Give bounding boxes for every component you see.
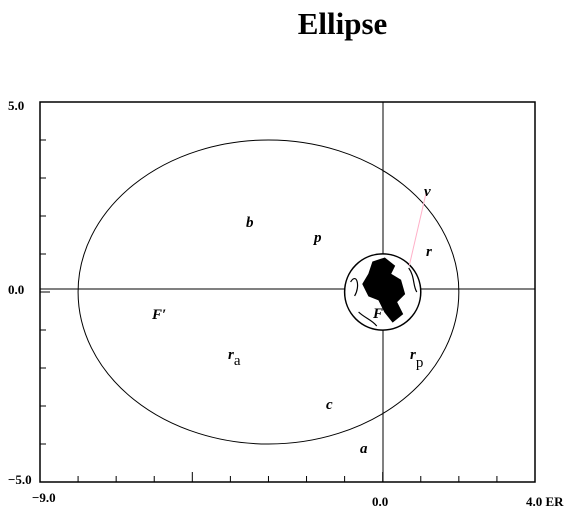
y-tick-label-top: 5.0 <box>8 98 24 113</box>
label-p: p <box>312 230 322 246</box>
y-tick-label-bottom: −5.0 <box>8 472 32 487</box>
x-tick-label-right: 4.0 ER <box>526 494 564 509</box>
label-ra: ra <box>228 347 241 369</box>
label-ra-main: r <box>228 347 234 363</box>
label-f-prime: F′ <box>151 307 166 323</box>
label-rp-sub: p <box>416 355 424 371</box>
earth-landmass <box>362 257 406 323</box>
radius-vector-line <box>408 191 427 266</box>
x-tick-label-left: −9.0 <box>32 490 56 505</box>
label-r: r <box>426 244 432 260</box>
label-rp: rp <box>410 347 423 371</box>
x-tick-marks <box>39 472 536 482</box>
label-f: F <box>372 306 383 322</box>
plot-frame <box>39 101 536 483</box>
page-title: Ellipse <box>297 6 388 41</box>
x-tick-label-mid: 0.0 <box>372 494 388 509</box>
label-ra-sub: a <box>234 353 241 369</box>
label-c: c <box>326 397 333 413</box>
label-b: b <box>246 215 254 231</box>
orbit-ellipse <box>77 139 460 445</box>
y-tick-marks <box>40 101 50 483</box>
earth-globe <box>343 253 422 331</box>
label-v: v <box>424 184 431 200</box>
earth-landmass <box>350 267 418 327</box>
label-rp-main: r <box>410 347 416 363</box>
label-a: a <box>360 441 368 457</box>
y-tick-label-mid: 0.0 <box>8 282 24 297</box>
